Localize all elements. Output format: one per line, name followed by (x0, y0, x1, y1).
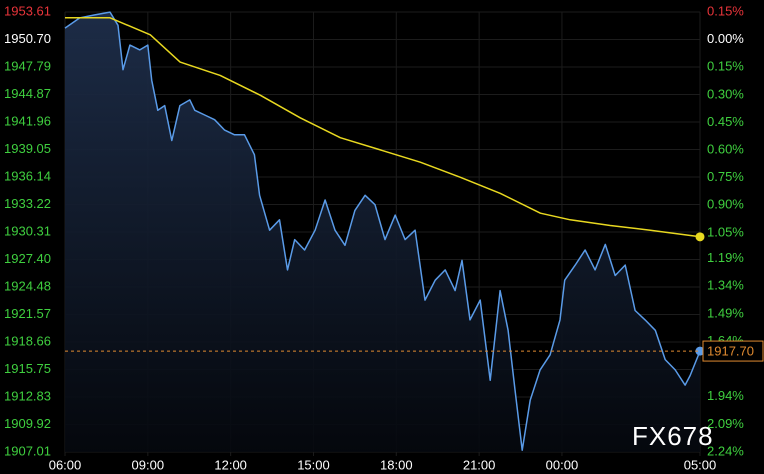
y-tick-label: 1909.92 (4, 416, 51, 431)
y-tick-label: 1924.48 (4, 278, 51, 293)
y2-tick-label: 1.94% (707, 388, 744, 403)
x-tick-label: 18:00 (380, 457, 413, 472)
y2-tick-label: 1.19% (707, 250, 744, 265)
y-tick-label: 1907.01 (4, 443, 51, 458)
y2-tick-label: 1.05% (707, 224, 744, 239)
y-tick-label: 1936.14 (4, 168, 51, 183)
y-tick-label: 1915.75 (4, 361, 51, 376)
y-tick-label: 1939.05 (4, 141, 51, 156)
y-tick-label: 1930.31 (4, 223, 51, 238)
y-tick-label: 1933.22 (4, 196, 51, 211)
y2-tick-label: 0.90% (707, 197, 744, 212)
y-tick-label: 1947.79 (4, 58, 51, 73)
y2-tick-label: 0.15% (707, 59, 744, 74)
x-tick-label: 21:00 (463, 457, 496, 472)
y2-tick-label: 0.60% (707, 142, 744, 157)
y-tick-label: 1944.87 (4, 86, 51, 101)
x-tick-label: 06:00 (49, 457, 82, 472)
line (65, 17, 701, 238)
line (64, 11, 701, 451)
end-dot (695, 232, 705, 242)
price-box (702, 340, 764, 362)
y-tick-label: 1950.70 (4, 31, 51, 46)
x-tick-label: 05:00 (684, 457, 717, 472)
y-tick-label: 1927.40 (4, 251, 51, 266)
y2-tick-label: 1.49% (707, 305, 744, 320)
y-tick-label: 1918.66 (4, 333, 51, 348)
y2-tick-label: 0.45% (707, 114, 744, 129)
y-tick-label: 1921.57 (4, 306, 51, 321)
y-tick-label: 1953.61 (4, 3, 51, 18)
price-label: 1917.70 (707, 344, 754, 359)
watermark: FX678 (632, 421, 714, 451)
y2-tick-label: 0.30% (707, 86, 744, 101)
y2-tick-label: 0.00% (707, 31, 744, 46)
y2-tick-label: 1.34% (707, 278, 744, 293)
y2-tick-label: 2.24% (707, 443, 744, 458)
end-dot (695, 346, 705, 356)
y2-tick-label: 2.09% (707, 416, 744, 431)
x-tick-label: 00:00 (546, 457, 579, 472)
x-tick-label: 09:00 (132, 457, 165, 472)
y2-tick-label: 0.75% (707, 169, 744, 184)
y2-tick-label: 0.15% (707, 3, 744, 18)
x-tick-label: 15:00 (297, 457, 330, 472)
y-tick-label: 1912.83 (4, 388, 51, 403)
y-tick-label: 1941.96 (4, 113, 51, 128)
x-tick-label: 12:00 (214, 457, 247, 472)
